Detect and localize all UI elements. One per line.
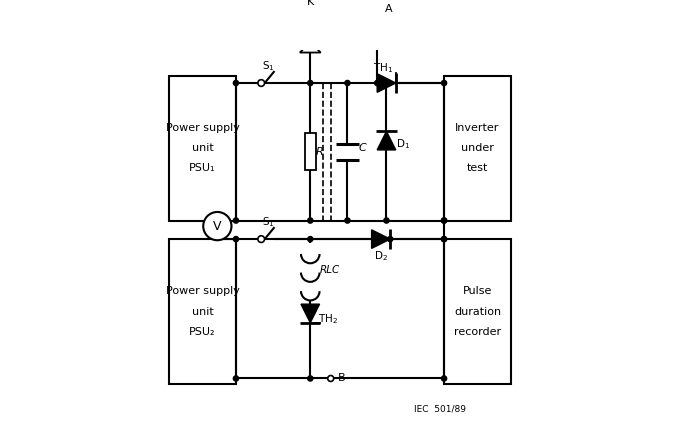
Polygon shape [377, 131, 396, 150]
Text: B: B [337, 374, 345, 383]
Text: S$_1$: S$_1$ [262, 215, 274, 229]
Polygon shape [371, 230, 390, 248]
Text: PSU₂: PSU₂ [189, 327, 216, 337]
Text: unit: unit [192, 143, 214, 153]
Text: TH$_2$: TH$_2$ [318, 312, 338, 326]
Circle shape [307, 218, 313, 223]
Circle shape [441, 376, 447, 381]
Circle shape [307, 81, 313, 86]
Circle shape [203, 212, 231, 240]
Circle shape [233, 237, 239, 242]
Text: Inverter: Inverter [456, 123, 500, 133]
Text: D$_2$: D$_2$ [374, 249, 388, 263]
Text: A: A [386, 4, 393, 14]
Polygon shape [301, 304, 320, 323]
Circle shape [307, 376, 313, 381]
Circle shape [441, 81, 447, 86]
Text: V: V [213, 220, 222, 233]
Circle shape [374, 6, 381, 12]
Text: recorder: recorder [454, 327, 501, 337]
Circle shape [441, 237, 447, 242]
Text: PSU₁: PSU₁ [189, 164, 216, 173]
Circle shape [345, 81, 350, 86]
Circle shape [307, 237, 313, 242]
Bar [169, 239, 236, 384]
Circle shape [375, 81, 379, 86]
Circle shape [388, 237, 393, 242]
Bar [169, 75, 236, 220]
Circle shape [384, 218, 389, 223]
Circle shape [345, 218, 350, 223]
Bar [444, 239, 511, 384]
Text: C: C [358, 143, 366, 153]
Text: IEC  501/89: IEC 501/89 [414, 405, 466, 414]
Circle shape [328, 376, 334, 382]
Text: D$_1$: D$_1$ [396, 137, 410, 151]
Text: TH$_1$: TH$_1$ [373, 61, 393, 75]
Circle shape [384, 81, 389, 86]
Text: Pulse: Pulse [463, 286, 492, 296]
Circle shape [233, 376, 239, 381]
Circle shape [233, 81, 239, 86]
Polygon shape [300, 42, 321, 53]
Text: Power supply: Power supply [165, 286, 239, 296]
Text: duration: duration [454, 307, 501, 317]
Text: test: test [467, 164, 488, 173]
Text: S$_1$: S$_1$ [262, 59, 274, 73]
Polygon shape [377, 74, 396, 92]
Bar [305, 133, 316, 170]
Circle shape [441, 218, 447, 223]
Circle shape [441, 218, 447, 223]
Text: R: R [316, 147, 324, 157]
Text: Power supply: Power supply [165, 123, 239, 133]
Circle shape [441, 237, 447, 242]
Bar [444, 75, 511, 220]
Circle shape [258, 80, 265, 86]
Text: unit: unit [192, 307, 214, 317]
Text: K: K [307, 0, 314, 7]
Circle shape [258, 236, 265, 243]
Text: RLC: RLC [320, 265, 340, 275]
Circle shape [233, 218, 239, 223]
Text: under: under [461, 143, 494, 153]
Polygon shape [300, 32, 321, 42]
